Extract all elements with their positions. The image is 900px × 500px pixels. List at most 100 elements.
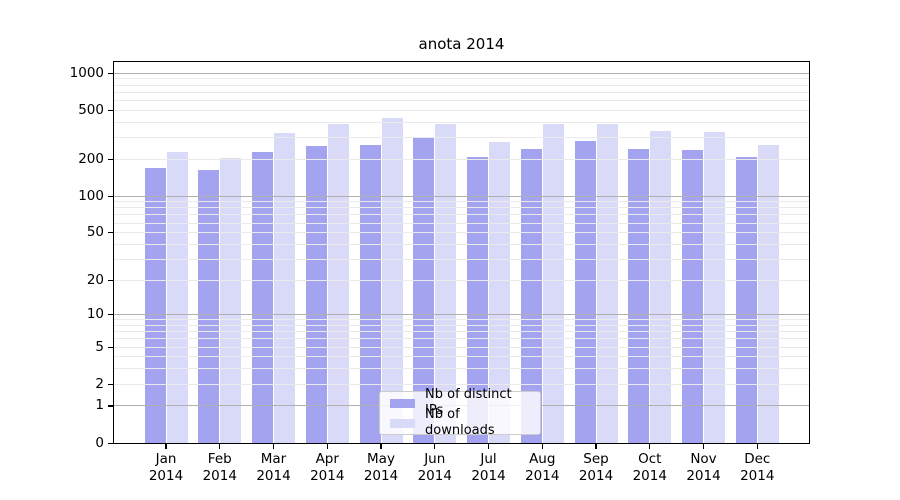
bar-jul-downloads xyxy=(489,141,510,443)
x-tick-label: Jul 2014 xyxy=(471,451,506,484)
legend-item-distinct-ips: Nb of distinct IPs xyxy=(388,387,532,418)
x-tick xyxy=(272,444,275,449)
minor-gridline xyxy=(114,201,809,203)
bar-apr-distinct-ips xyxy=(305,145,327,443)
minor-gridline xyxy=(114,109,809,111)
x-tick xyxy=(541,444,543,449)
bar-jun-downloads xyxy=(435,123,457,443)
minor-gridline xyxy=(114,383,809,385)
bar-jan-distinct-ips xyxy=(144,168,166,443)
bar-sep-downloads xyxy=(596,123,618,443)
y-tick-label: 1 xyxy=(95,397,104,414)
y-tick xyxy=(108,383,113,385)
y-tick xyxy=(108,314,113,316)
bar-jun-distinct-ips xyxy=(413,138,435,443)
y-tick xyxy=(108,109,113,112)
bar-feb-downloads xyxy=(220,158,242,443)
y-tick-label: 0 xyxy=(95,434,104,451)
legend: Nb of distinct IPs Nb of downloads xyxy=(379,387,541,438)
legend-label-distinct-ips: Nb of distinct IPs xyxy=(425,387,512,418)
minor-gridline xyxy=(114,243,809,245)
bar-oct-downloads xyxy=(650,131,672,443)
minor-gridline xyxy=(114,368,809,370)
bar-dec-distinct-ips xyxy=(735,156,757,443)
minor-gridline xyxy=(114,121,809,123)
y-tick-label: 1000 xyxy=(69,64,104,81)
x-tick-label: Dec 2014 xyxy=(740,451,775,484)
x-tick-label: Nov 2014 xyxy=(686,451,721,484)
major-gridline xyxy=(114,72,809,74)
bar-aug-downloads xyxy=(542,124,564,443)
minor-gridline xyxy=(114,258,809,260)
x-tick xyxy=(702,444,705,449)
minor-gridline xyxy=(114,214,809,216)
x-tick xyxy=(756,444,758,449)
bar-may-distinct-ips xyxy=(359,145,381,443)
x-tick-label: May 2014 xyxy=(363,451,399,484)
minor-gridline xyxy=(114,319,809,321)
x-tick-label: Mar 2014 xyxy=(256,451,291,484)
x-tick-label: Jan 2014 xyxy=(148,451,184,484)
legend-item-downloads: Nb of downloads xyxy=(388,407,532,438)
minor-gridline xyxy=(114,346,809,348)
x-tick-label: Sep 2014 xyxy=(578,451,614,484)
minor-gridline xyxy=(114,356,809,358)
y-tick xyxy=(108,279,113,281)
bar-oct-distinct-ips xyxy=(628,148,650,443)
legend-swatch-distinct-ips-icon xyxy=(390,398,415,408)
x-tick xyxy=(434,444,436,449)
bar-feb-distinct-ips xyxy=(198,169,220,443)
y-tick xyxy=(108,232,113,234)
minor-gridline xyxy=(114,78,809,80)
x-tick xyxy=(380,444,382,449)
legend-swatch-downloads-icon xyxy=(390,418,415,428)
minor-gridline xyxy=(114,207,809,209)
y-tick xyxy=(108,442,113,444)
chart-title: anota 2014 xyxy=(418,35,505,53)
minor-gridline xyxy=(114,232,809,234)
minor-gridline xyxy=(114,91,809,93)
legend-label-downloads: Nb of downloads xyxy=(425,407,495,438)
minor-gridline xyxy=(114,279,809,281)
x-tick-label: Aug 2014 xyxy=(525,451,560,484)
x-tick xyxy=(649,444,651,449)
bar-nov-downloads xyxy=(704,132,725,443)
bar-mar-downloads xyxy=(274,132,295,443)
plot-area xyxy=(113,61,810,444)
minor-gridline xyxy=(114,324,809,326)
y-tick-label: 100 xyxy=(78,187,104,204)
minor-gridline xyxy=(114,137,809,139)
major-gridline xyxy=(114,195,809,197)
minor-gridline xyxy=(114,338,809,340)
minor-gridline xyxy=(114,222,809,224)
y-tick xyxy=(108,158,113,160)
bar-sep-distinct-ips xyxy=(574,140,596,443)
x-tick xyxy=(219,444,221,449)
bar-jan-downloads xyxy=(166,151,188,443)
x-tick-label: Feb 2014 xyxy=(202,451,237,484)
bar-mar-distinct-ips xyxy=(252,151,273,443)
minor-gridline xyxy=(114,158,809,160)
y-tick-label: 50 xyxy=(86,224,104,241)
y-tick-label: 20 xyxy=(86,271,104,288)
y-tick-label: 5 xyxy=(95,338,104,355)
y-tick-label: 200 xyxy=(78,150,104,167)
minor-gridline xyxy=(114,100,809,102)
y-tick xyxy=(108,405,113,407)
y-tick-label: 10 xyxy=(86,306,104,323)
y-tick xyxy=(108,346,113,348)
x-tick xyxy=(326,444,328,449)
y-tick-label: 500 xyxy=(78,101,104,118)
x-tick xyxy=(487,444,490,449)
minor-gridline xyxy=(114,331,809,333)
major-gridline xyxy=(114,314,809,316)
bar-nov-distinct-ips xyxy=(682,149,703,443)
x-tick-label: Apr 2014 xyxy=(310,451,345,484)
x-tick xyxy=(595,444,597,449)
x-tick xyxy=(165,444,167,449)
y-tick xyxy=(108,72,113,75)
minor-gridline xyxy=(114,84,809,86)
y-tick-label: 2 xyxy=(95,375,104,392)
bar-jul-distinct-ips xyxy=(467,156,488,443)
